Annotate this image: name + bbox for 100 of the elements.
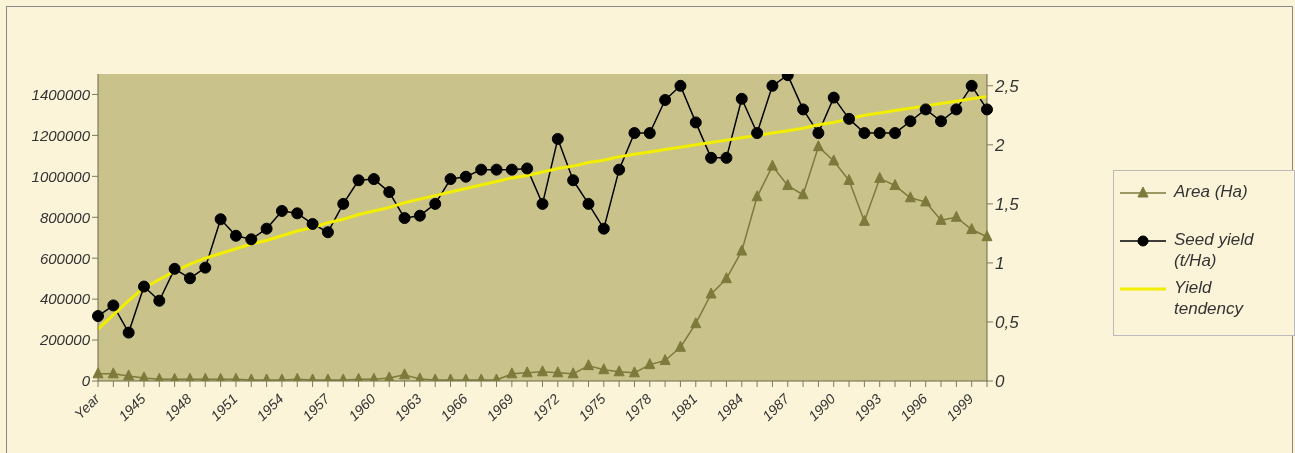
point [628, 366, 640, 378]
point [505, 163, 518, 176]
point [383, 186, 396, 199]
y-tick-label: 0 [81, 372, 91, 390]
y-tick-label: 1000000 [31, 167, 91, 185]
point [689, 116, 702, 129]
point [613, 365, 625, 377]
y-tick-label: 600000 [39, 249, 91, 267]
point [965, 79, 978, 92]
y2-tick-label: 2,5 [994, 76, 1020, 96]
point [122, 326, 135, 339]
point [398, 212, 411, 225]
point [720, 151, 733, 164]
point [260, 222, 273, 235]
point [582, 359, 594, 371]
point [705, 287, 717, 299]
point [827, 91, 840, 104]
point [153, 294, 166, 307]
y-tick-label: 800000 [39, 208, 91, 226]
point [690, 317, 702, 329]
point [950, 103, 963, 116]
point [137, 280, 150, 293]
point [843, 173, 855, 185]
point [107, 367, 119, 379]
point [597, 222, 610, 235]
point [797, 188, 809, 200]
y2-tick-label: 2 [994, 135, 1005, 155]
legend-label: Seed yield (t/Ha) [1174, 229, 1255, 271]
point [321, 226, 334, 239]
point [413, 209, 426, 222]
point [720, 272, 732, 284]
point [551, 132, 564, 145]
point [214, 213, 227, 226]
point [950, 210, 962, 222]
point [828, 154, 840, 166]
point [674, 79, 687, 92]
point [475, 163, 488, 176]
point [797, 103, 810, 116]
point [904, 191, 916, 203]
point [766, 159, 778, 171]
point [199, 261, 212, 274]
point [552, 366, 564, 378]
point [843, 112, 856, 125]
y2-tick-label: 0 [995, 372, 1005, 392]
point [981, 230, 993, 242]
point [858, 127, 871, 140]
point [567, 367, 579, 379]
point [644, 358, 656, 370]
point [858, 214, 870, 226]
point [306, 217, 319, 230]
point [735, 92, 748, 105]
point [812, 127, 825, 140]
point [429, 197, 442, 210]
point [889, 179, 901, 191]
point [123, 369, 135, 381]
point [919, 103, 932, 116]
point [107, 299, 120, 312]
point [352, 174, 365, 187]
point [766, 79, 779, 92]
point [567, 174, 580, 187]
point [628, 127, 641, 140]
point [935, 213, 947, 225]
point [229, 229, 242, 242]
point [874, 171, 886, 183]
point [981, 103, 993, 116]
point [751, 190, 763, 202]
point [399, 368, 411, 380]
point [537, 365, 548, 377]
legend-label: Area (Ha) [1174, 181, 1249, 202]
point [643, 127, 656, 140]
point [337, 197, 350, 210]
y2-tick-label: 0,5 [995, 313, 1020, 332]
point [168, 262, 181, 275]
point [674, 340, 686, 352]
point [367, 173, 380, 186]
point [935, 115, 948, 128]
point [889, 127, 902, 140]
point [751, 127, 764, 140]
point [812, 140, 824, 152]
point [659, 354, 671, 366]
point [873, 127, 886, 140]
point [920, 195, 932, 207]
point [613, 163, 626, 176]
point [659, 93, 672, 106]
point [183, 272, 196, 285]
point [506, 367, 518, 379]
point [521, 162, 534, 175]
point [536, 197, 549, 210]
point [245, 233, 258, 246]
y-tick-label: 1400000 [31, 85, 91, 103]
legend-label: Yield tendency [1174, 277, 1245, 319]
y-tick-label: 200000 [38, 331, 91, 349]
point [736, 244, 748, 256]
point [138, 371, 150, 381]
point [444, 173, 457, 186]
point [966, 223, 978, 235]
point [598, 363, 610, 375]
point [904, 115, 917, 128]
point [705, 151, 718, 164]
point [291, 207, 304, 220]
